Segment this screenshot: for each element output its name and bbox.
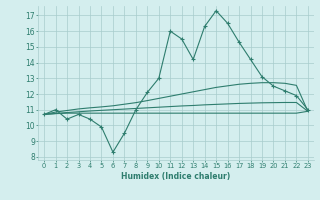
X-axis label: Humidex (Indice chaleur): Humidex (Indice chaleur) [121, 172, 231, 181]
